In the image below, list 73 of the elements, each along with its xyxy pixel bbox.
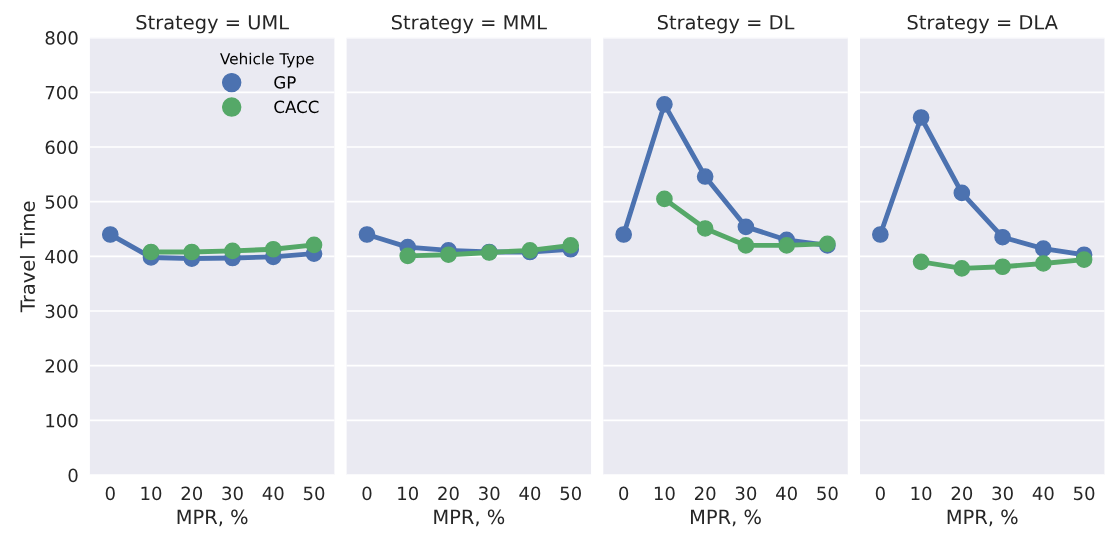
x-tick-label: 50 bbox=[1073, 486, 1095, 501]
x-tick-label: 0 bbox=[619, 486, 629, 501]
y-tick-label: 600 bbox=[45, 140, 78, 155]
x-tick-label: 10 bbox=[141, 486, 162, 501]
x-tick-label: 10 bbox=[654, 486, 675, 501]
x-tick-label: 0 bbox=[875, 486, 885, 501]
point bbox=[264, 240, 282, 258]
point bbox=[101, 226, 119, 243]
x-tick-label: 10 bbox=[911, 486, 932, 501]
x-tick-label: 30 bbox=[992, 486, 1013, 501]
x-tick-label: 30 bbox=[479, 486, 500, 501]
y-tick-label: 300 bbox=[45, 304, 78, 319]
legend-label: GP bbox=[274, 76, 296, 89]
point bbox=[1075, 251, 1093, 268]
point bbox=[994, 228, 1011, 246]
x-tick-label: 0 bbox=[362, 486, 372, 501]
chart-title: Strategy = DL bbox=[657, 14, 795, 34]
x-tick-label: 40 bbox=[776, 486, 797, 501]
y-tick-label: 400 bbox=[45, 249, 78, 264]
y-tick-label: 200 bbox=[45, 359, 78, 373]
point bbox=[656, 190, 673, 208]
y-tick-label: 800 bbox=[45, 31, 78, 45]
legend-title: Vehicle Type bbox=[220, 52, 314, 68]
point bbox=[440, 246, 457, 264]
point bbox=[912, 253, 930, 271]
x-tick-label: 50 bbox=[560, 486, 581, 501]
x-tick-label: 20 bbox=[181, 486, 203, 501]
x-tick-label: 20 bbox=[951, 486, 973, 501]
point bbox=[305, 236, 323, 254]
chart-title: Strategy = UML bbox=[136, 14, 289, 34]
x-tick-label: 40 bbox=[262, 486, 284, 501]
point bbox=[737, 237, 755, 254]
point bbox=[953, 184, 971, 202]
point bbox=[737, 218, 755, 236]
point bbox=[1034, 255, 1052, 272]
x-tick-label: 40 bbox=[1032, 486, 1054, 501]
y-tick-label: 700 bbox=[45, 85, 78, 100]
point bbox=[615, 226, 632, 243]
point bbox=[872, 226, 889, 243]
x-axis-title: MPR, % bbox=[691, 509, 761, 527]
x-tick-label: 30 bbox=[222, 486, 243, 501]
point bbox=[656, 96, 673, 113]
x-tick-label: 20 bbox=[694, 486, 716, 501]
x-tick-label: 20 bbox=[438, 486, 459, 501]
x-axis-title: MPR, % bbox=[434, 509, 505, 527]
point bbox=[399, 247, 417, 265]
x-tick-label: 50 bbox=[817, 486, 838, 501]
point bbox=[953, 260, 971, 277]
point bbox=[778, 237, 795, 254]
point bbox=[183, 243, 201, 261]
point bbox=[696, 220, 714, 237]
x-axis-title: MPR, % bbox=[947, 509, 1018, 527]
x-tick-label: 50 bbox=[303, 486, 325, 501]
x-tick-label: 30 bbox=[735, 486, 757, 501]
point bbox=[358, 226, 376, 243]
point bbox=[696, 168, 714, 185]
x-axis-title: MPR, % bbox=[177, 509, 248, 527]
chart-title: Strategy = DLA bbox=[907, 14, 1058, 34]
x-tick-label: 40 bbox=[519, 486, 541, 501]
point bbox=[562, 237, 580, 254]
legend-label: CACC bbox=[274, 100, 319, 114]
y-tick-label: 0 bbox=[68, 468, 78, 483]
y-tick-label: 500 bbox=[45, 195, 78, 209]
x-tick-label: 0 bbox=[105, 486, 115, 501]
point bbox=[142, 243, 160, 261]
point bbox=[1034, 240, 1052, 258]
x-tick-label: 10 bbox=[398, 486, 419, 501]
y-tick-label: 100 bbox=[46, 413, 78, 428]
point bbox=[994, 258, 1011, 276]
point bbox=[224, 242, 241, 260]
point bbox=[912, 109, 930, 126]
chart-title: Strategy = MML bbox=[391, 14, 547, 34]
y-axis-title: Travel Time bbox=[19, 201, 36, 313]
